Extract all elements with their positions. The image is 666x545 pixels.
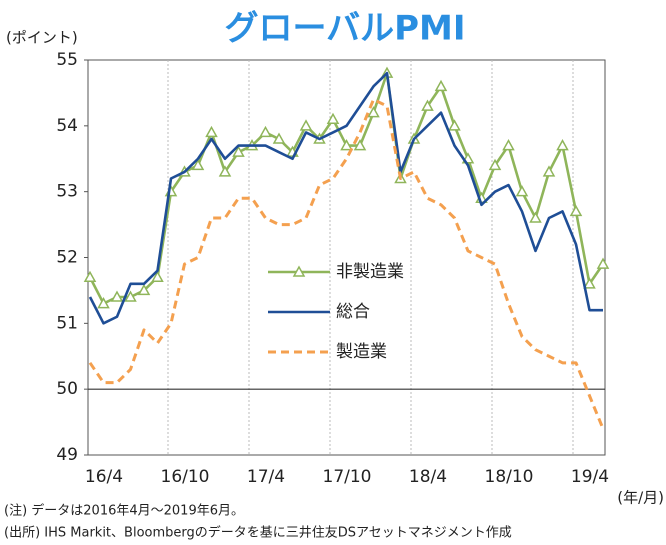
marker (232, 145, 245, 157)
marker (191, 158, 205, 171)
marker (569, 204, 583, 217)
marker (299, 119, 313, 131)
y-axis-label: (ポイント) (6, 29, 78, 47)
legend-marker (292, 265, 306, 277)
marker (83, 270, 97, 282)
y-tick-label: 52 (56, 248, 78, 268)
marker (542, 165, 556, 177)
y-tick-label: 51 (56, 313, 78, 333)
note: (出所) IHS Markit、Bloombergのデータを基に三井住友DSアセ… (4, 525, 512, 541)
marker (151, 270, 164, 282)
legend-label: 製造業 (336, 342, 387, 362)
x-tick-label: 16/4 (85, 467, 123, 487)
marker (205, 125, 218, 138)
x-tick-label: 17/10 (323, 467, 372, 487)
y-tick-label: 49 (56, 445, 78, 465)
marker (137, 283, 151, 296)
marker (259, 125, 272, 138)
x-tick-label: 16/10 (161, 467, 210, 487)
legend-label: 総合 (336, 302, 370, 322)
marker (556, 139, 569, 151)
y-tick-label: 55 (56, 50, 78, 70)
marker (421, 99, 434, 111)
marker (124, 290, 137, 302)
x-tick-label: 19/4 (571, 467, 609, 487)
plot-frame (87, 59, 606, 456)
marker (272, 132, 286, 144)
marker (326, 112, 340, 124)
marker (448, 119, 461, 131)
marker (353, 139, 367, 151)
marker (434, 79, 448, 92)
x-tick-label: 18/10 (485, 467, 534, 487)
x-tick-label: 17/4 (247, 467, 285, 487)
marker (340, 139, 353, 151)
marker (515, 185, 529, 197)
legend-label: 非製造業 (336, 262, 404, 282)
series-line (88, 98, 605, 430)
marker (529, 211, 542, 223)
x-tick-label: 18/4 (409, 467, 447, 487)
marker (596, 257, 610, 269)
marker (488, 158, 502, 171)
x-axis-label: (年/月) (617, 489, 664, 507)
marker (367, 106, 380, 118)
marker (110, 290, 124, 302)
marker (218, 165, 232, 177)
y-tick-label: 54 (56, 116, 78, 136)
marker (583, 277, 596, 289)
y-tick-label: 50 (56, 379, 78, 399)
note: (注) データは2016年4月～2019年6月。 (4, 503, 244, 519)
marker (502, 139, 515, 151)
chart-title: グローバルPMI (224, 9, 465, 49)
series-line (88, 71, 603, 325)
y-tick-label: 53 (56, 182, 78, 202)
marker (97, 297, 110, 309)
